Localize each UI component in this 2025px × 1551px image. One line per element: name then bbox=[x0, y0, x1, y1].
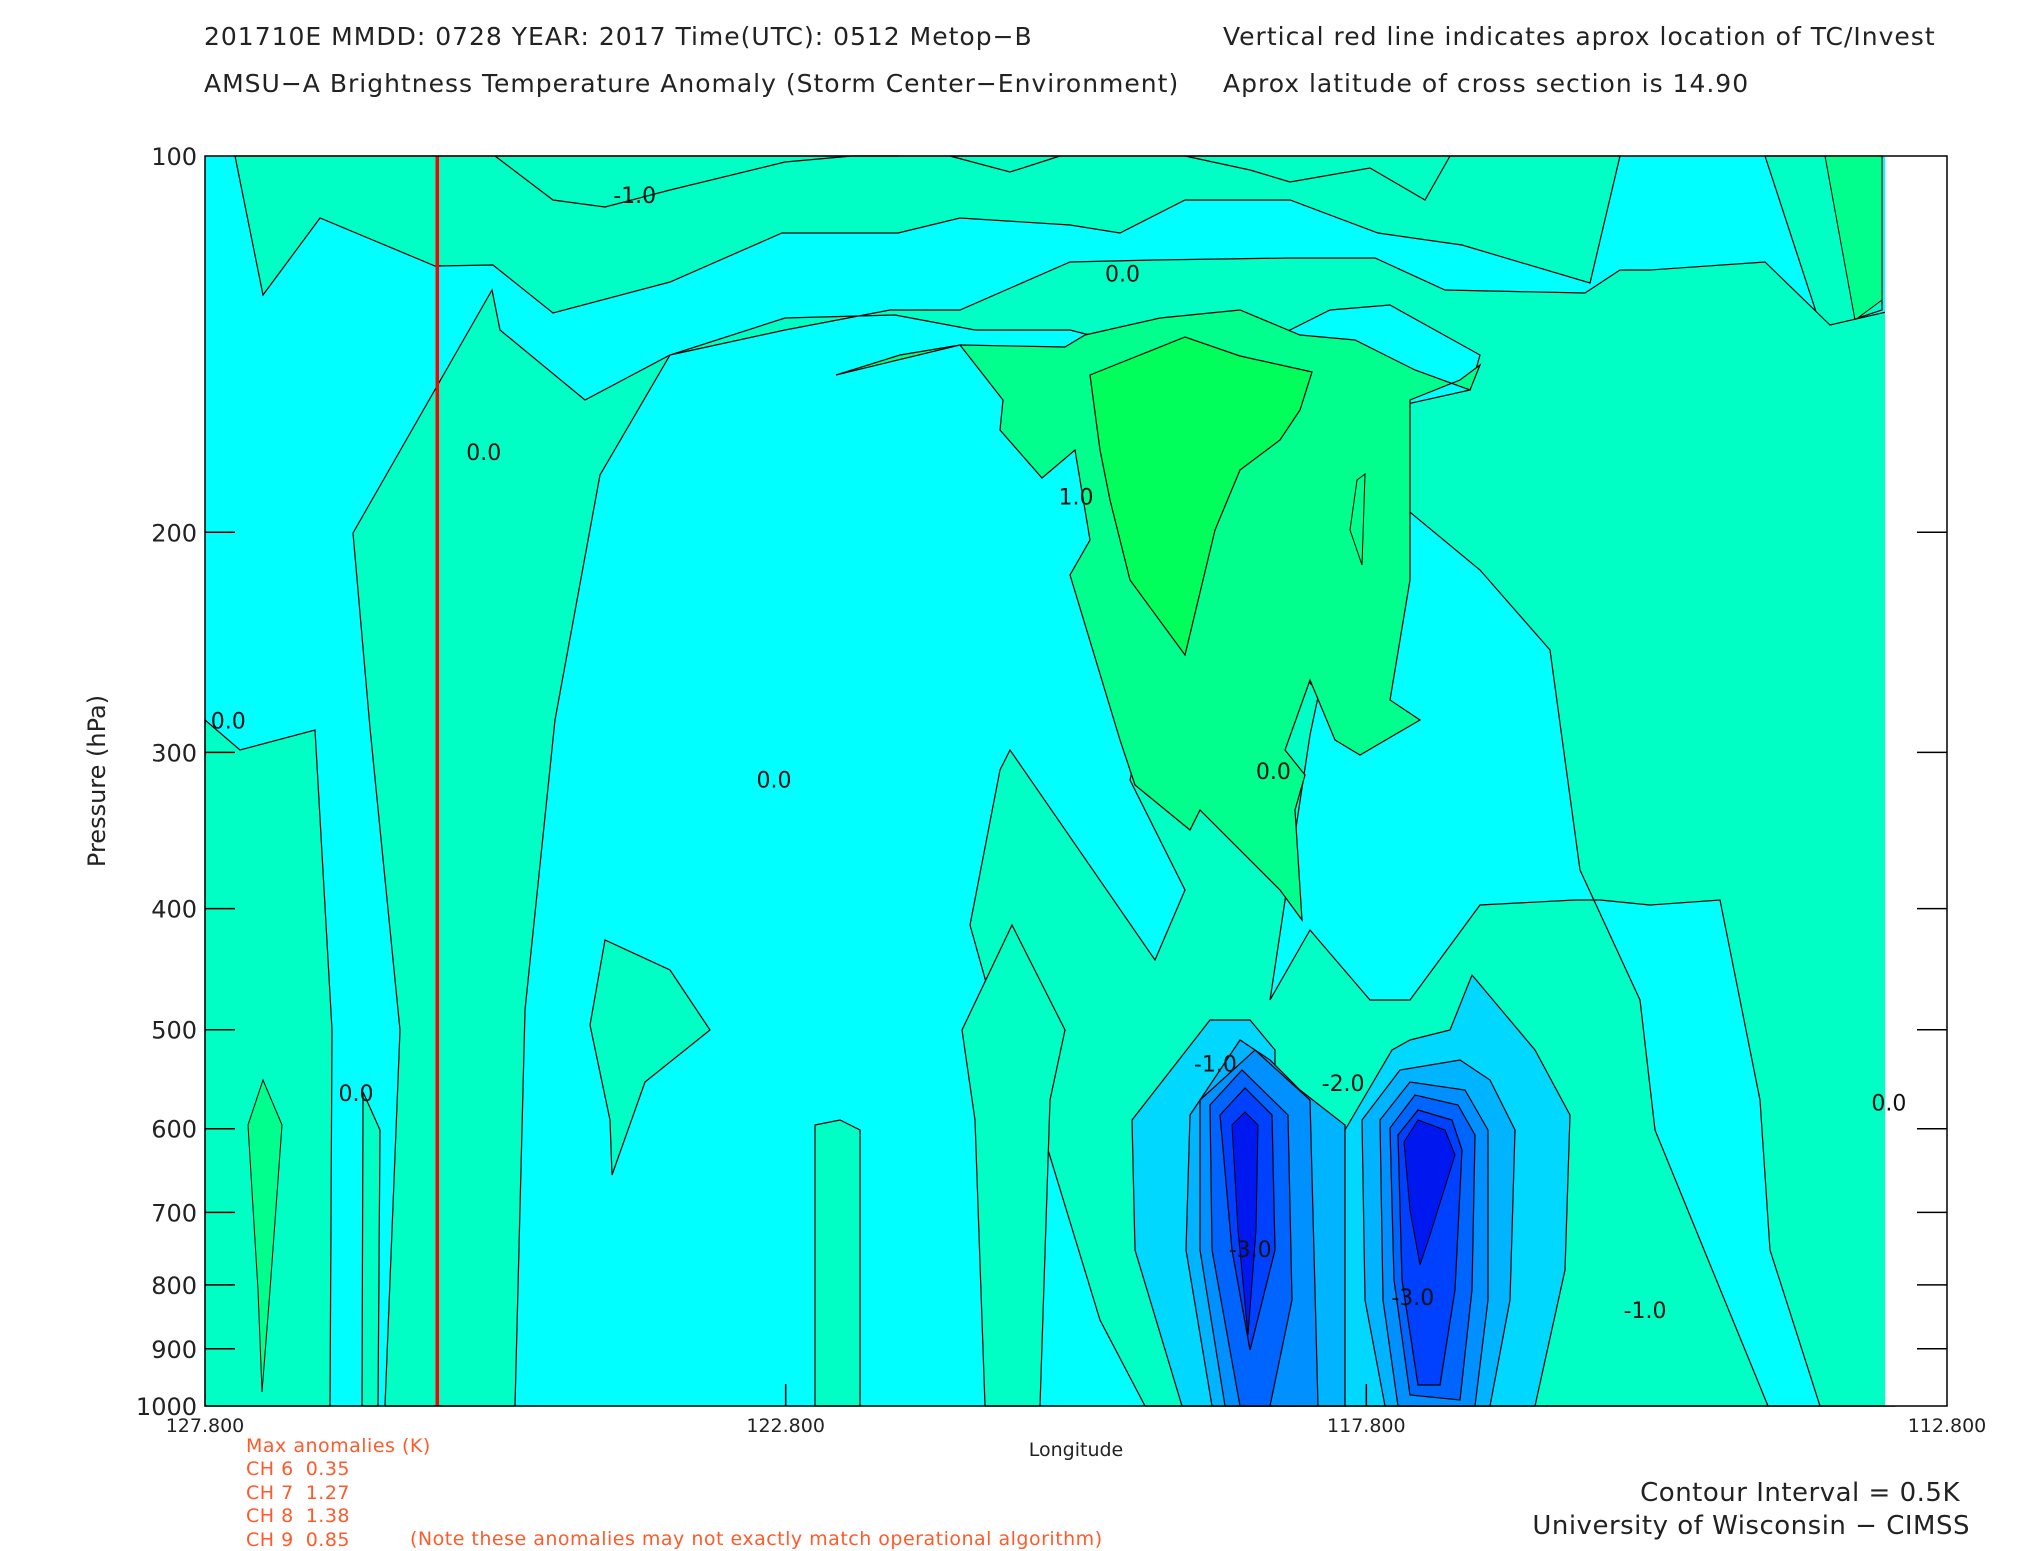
anomaly-value: 0.35 bbox=[305, 1458, 350, 1480]
anomaly-channel: CH 9 bbox=[246, 1528, 294, 1551]
y-tick-label: 200 bbox=[151, 519, 197, 547]
header-line2-left: AMSU−A Brightness Temperature Anomaly (S… bbox=[204, 69, 1180, 98]
contour-label: 0.0 bbox=[1105, 262, 1140, 287]
y-axis: 100 200 300 400 500 600 700 800 900 1000 bbox=[136, 143, 1947, 1421]
anomaly-row: CH 7 1.27 bbox=[246, 1482, 350, 1504]
contour-label: 0.0 bbox=[338, 1082, 373, 1107]
warm-region-upper bbox=[234, 155, 1621, 314]
contour-line-minus1-top-3 bbox=[1184, 155, 1451, 201]
warm-region-mid-bottom bbox=[814, 1119, 861, 1407]
anomalies-note: (Note these anomalies may not exactly ma… bbox=[410, 1528, 1103, 1550]
y-tick-label: 100 bbox=[151, 143, 197, 171]
contour-label: 0.0 bbox=[757, 768, 792, 793]
y-tick-label: 800 bbox=[151, 1272, 197, 1300]
anomaly-channel: CH 6 bbox=[246, 1458, 294, 1480]
cold-core-right-l6 bbox=[1403, 1119, 1456, 1266]
y-axis-label: Pressure (hPa) bbox=[83, 695, 111, 867]
contour-label: 1.0 bbox=[1059, 485, 1094, 510]
x-axis: 127.800 122.800 117.800 112.800 bbox=[166, 1384, 1987, 1437]
warm-region-left-strip-2 bbox=[361, 1091, 381, 1407]
anomaly-row: CH 9 0.85 bbox=[246, 1529, 350, 1551]
contour-labels: -1.0 0.0 0.0 1.0 0.0 0.0 0.0 0.0 -1.0 -2.0 -3.0 -3.… bbox=[211, 184, 1907, 1324]
contour-label: -3.0 bbox=[1229, 1238, 1272, 1263]
anomaly-row: CH 8 1.38 bbox=[246, 1505, 350, 1527]
x-tick-label: 127.800 bbox=[166, 1415, 245, 1437]
anomaly-channel: CH 7 bbox=[246, 1481, 294, 1504]
no-data-strip bbox=[1885, 156, 1947, 1406]
contour-label: -1.0 bbox=[613, 184, 656, 209]
x-tick-label: 112.800 bbox=[1908, 1415, 1987, 1437]
anomaly-channel: CH 8 bbox=[246, 1505, 294, 1527]
contour-label: -3.0 bbox=[1391, 1286, 1434, 1311]
anomaly-row: CH 6 0.35 bbox=[246, 1458, 350, 1480]
warm-core-inner bbox=[1089, 336, 1313, 657]
anomaly-value: 0.85 bbox=[305, 1528, 350, 1551]
y-tick-label: 500 bbox=[151, 1017, 197, 1045]
warm-region-mid-spike bbox=[961, 923, 1066, 1407]
x-tick-label: 122.800 bbox=[746, 1415, 825, 1437]
warm-core-small bbox=[1349, 472, 1366, 566]
y-tick-label: 600 bbox=[151, 1116, 197, 1144]
x-tick-label: 117.800 bbox=[1327, 1415, 1406, 1437]
x-axis-label: Longitude bbox=[1029, 1439, 1124, 1461]
contour-label: 0.0 bbox=[211, 709, 246, 734]
contour-label: 0.0 bbox=[1871, 1091, 1906, 1116]
contour-label: -1.0 bbox=[1194, 1052, 1237, 1077]
plot-frame bbox=[204, 155, 1948, 1407]
cool-region-right bbox=[1269, 473, 1895, 1407]
anomaly-value: 1.38 bbox=[305, 1505, 350, 1527]
y-tick-label: 700 bbox=[151, 1199, 197, 1227]
contour-fills bbox=[204, 155, 1947, 1407]
y-tick-label: 1000 bbox=[136, 1393, 197, 1421]
header-line2-right: Aprox latitude of cross section is 14.90 bbox=[1223, 69, 1750, 98]
header-line1-left: 201710E MMDD: 0728 YEAR: 2017 Time(UTC):… bbox=[204, 22, 1033, 51]
contour-interval-label: Contour Interval = 0.5K bbox=[1640, 1478, 1960, 1508]
contour-label: 0.0 bbox=[466, 441, 501, 466]
contour-label: -1.0 bbox=[1624, 1299, 1667, 1324]
contour-label: 0.0 bbox=[1256, 760, 1291, 785]
contour-line-minus1-top-2 bbox=[949, 155, 1061, 173]
warm-region-left-blob bbox=[589, 939, 711, 1176]
header-line1-right: Vertical red line indicates aprox locati… bbox=[1223, 22, 1936, 51]
anomaly-value: 1.27 bbox=[305, 1481, 350, 1504]
y-tick-label: 900 bbox=[151, 1336, 197, 1364]
anomalies-title: Max anomalies (K) bbox=[246, 1435, 431, 1457]
contour-label: -2.0 bbox=[1322, 1072, 1365, 1097]
credit-label: University of Wisconsin − CIMSS bbox=[1532, 1511, 1970, 1541]
warm-region-bottom-left-thin bbox=[247, 1078, 283, 1393]
y-tick-label: 400 bbox=[151, 896, 197, 924]
y-tick-label: 300 bbox=[151, 739, 197, 767]
cold-core-left-l6 bbox=[1231, 1111, 1259, 1336]
